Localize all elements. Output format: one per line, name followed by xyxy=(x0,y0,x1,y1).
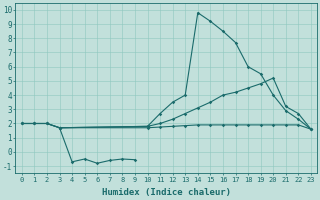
X-axis label: Humidex (Indice chaleur): Humidex (Indice chaleur) xyxy=(102,188,231,197)
